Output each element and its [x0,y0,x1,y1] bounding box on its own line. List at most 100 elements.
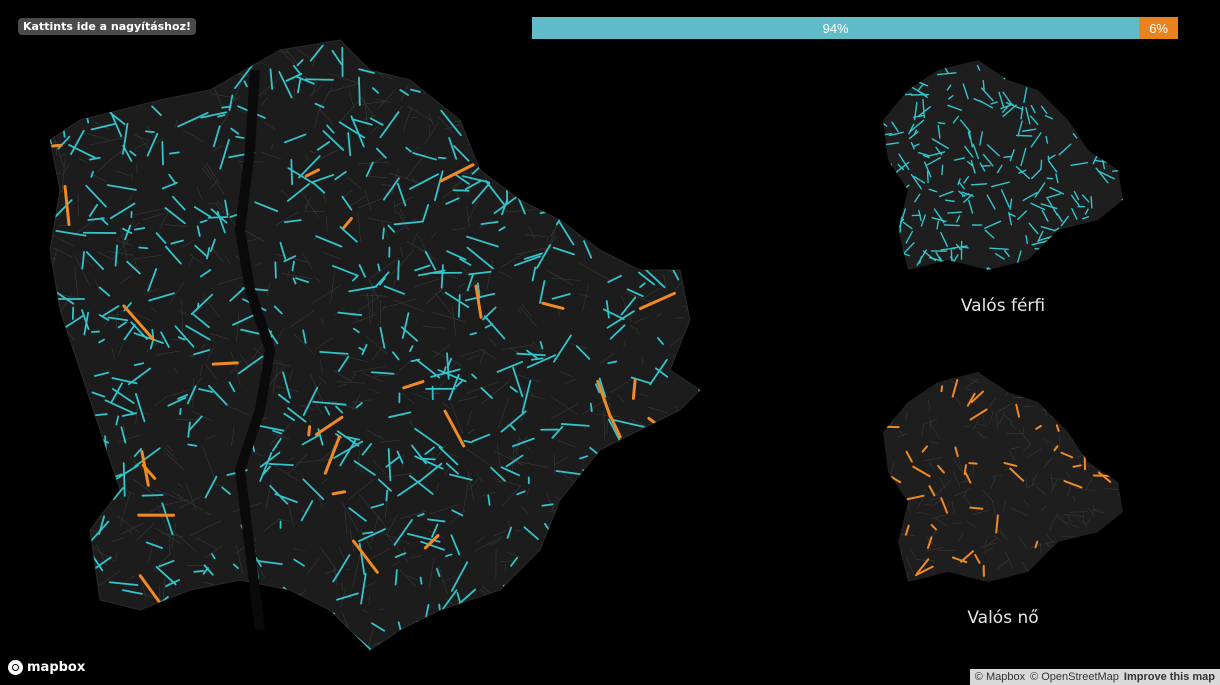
street-segment [354,460,361,472]
street-segment [60,153,67,157]
male-street-segment [952,115,960,124]
street-segment [1002,413,1014,424]
female-street-segment [306,618,316,650]
male-street-segment [110,382,123,403]
street-segment [311,81,318,97]
mapbox-logo[interactable]: mapbox [8,660,85,675]
male-street-segment [922,98,925,119]
street-segment [878,585,879,587]
male-street-segment [190,293,214,315]
street-segment [1043,393,1050,402]
male-mini-map[interactable] [878,60,1128,280]
street-segment [1011,396,1025,399]
male-street-segment [322,130,345,151]
street-segment [328,82,361,93]
male-street-segment [70,392,79,405]
female-street-segment [657,639,686,650]
female-street-segment [966,392,976,407]
street-segment [498,397,509,428]
zoom-hint-button[interactable]: Kattints ide a nagyításhoz! [18,18,196,35]
male-street-segment [901,278,905,280]
street-segment [50,599,70,602]
street-segment [519,306,537,327]
street-segment [448,275,459,279]
street-segment [409,420,414,427]
male-street-segment [1058,234,1065,246]
street-segment [546,269,574,286]
male-street-segment [940,264,957,270]
street-segment [436,482,440,491]
mapbox-attribution-link[interactable]: © Mapbox [974,671,1026,683]
street-segment [983,414,985,423]
male-street-segment [1051,253,1064,261]
street-segment [927,378,939,385]
male-street-segment [414,264,431,272]
male-street-segment [1041,209,1049,222]
street-segment [590,607,608,617]
street-segment [399,359,412,371]
street-segment [550,396,578,415]
improve-map-link[interactable]: Improve this map [1123,671,1215,683]
street-segment [1049,383,1057,389]
male-street-segment [628,470,634,477]
female-street-segment [911,378,923,393]
street-segment [996,411,999,431]
street-segment [65,78,73,107]
male-street-segment [920,214,926,227]
male-street-segment [177,393,189,400]
street-segment [441,40,467,47]
street-segment [482,381,510,404]
street-segment [362,609,368,613]
male-street-segment [530,357,544,361]
osm-attribution-link[interactable]: © OpenStreetMap [1030,671,1119,683]
female-mini-map[interactable] [878,372,1128,592]
male-street-segment [968,199,974,214]
street-segment [196,537,218,550]
street-segment [654,48,661,59]
male-street-segment [1015,166,1031,180]
male-street-segment [937,121,946,125]
street-segment [893,589,899,592]
male-street-segment [292,64,302,76]
street-segment [166,444,173,452]
street-segment [207,203,219,205]
street-segment [393,664,405,670]
street-segment [370,515,379,543]
male-street-segment [597,579,605,594]
street-segment [954,488,972,496]
male-street-segment [414,455,444,470]
street-segment [333,566,338,585]
male-street-segment [362,531,374,535]
street-segment [1103,423,1108,441]
street-segment [963,583,970,587]
male-street-segment [480,119,500,141]
street-segment [885,575,895,582]
male-street-segment [1030,132,1042,148]
street-segment [966,520,976,528]
female-street-segment [940,497,949,514]
street-segment [631,225,639,233]
street-segment [1052,478,1065,480]
street-segment [490,146,514,155]
street-segment [308,415,312,423]
male-street-segment [1030,202,1046,211]
street-segment [635,131,646,135]
street-segment [361,581,377,589]
male-street-segment [490,466,506,482]
female-street-segment [930,523,937,531]
street-segment [693,482,700,496]
male-street-segment [88,156,101,161]
male-street-segment [669,93,678,99]
street-segment [366,336,388,355]
street-segment [71,55,98,67]
male-street-segment [888,131,904,137]
main-city-map[interactable] [40,30,710,670]
street-segment [474,535,504,552]
street-segment [939,479,951,492]
male-street-segment [104,399,136,415]
male-street-segment [174,325,195,348]
male-street-segment [141,494,164,497]
street-segment [130,310,153,322]
male-street-segment [151,328,155,339]
